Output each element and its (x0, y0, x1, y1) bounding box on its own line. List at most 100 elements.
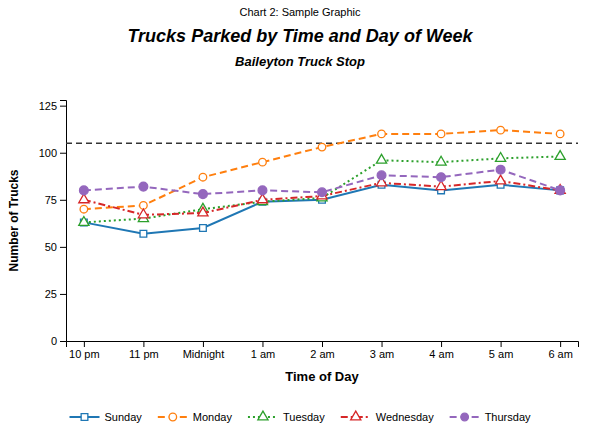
series-marker (199, 173, 207, 181)
series-marker (376, 154, 386, 163)
subtitle: Baileyton Truck Stop (235, 54, 365, 69)
x-tick: 2 am (310, 341, 334, 360)
x-tick: 4 am (429, 341, 453, 360)
legend-label: Monday (193, 411, 233, 423)
legend-item: Thursday (450, 411, 531, 423)
y-tick: 100 (39, 147, 66, 159)
y-tick-label: 0 (51, 335, 57, 347)
series-marker (318, 143, 326, 151)
series-marker (496, 165, 505, 174)
x-tick-mark (262, 341, 263, 347)
y-tick-mark (60, 247, 66, 248)
x-tick-label: 11 pm (129, 348, 159, 360)
legend-label: Sunday (105, 411, 143, 423)
legend-item: Wednesday (341, 411, 434, 423)
x-axis: 10 pm 11 pm Midnight 1 am 2 am 3 am 4 am 5 am 6 … (67, 341, 579, 360)
x-tick-label: 3 am (370, 348, 394, 360)
x-tick-mark (382, 341, 383, 347)
series-marker (496, 175, 506, 184)
y-tick-mark (60, 106, 66, 107)
x-tick-label: Midnight (183, 348, 225, 360)
header: Chart 2: Sample Graphic (239, 6, 361, 18)
legend-item: Tuesday (248, 411, 325, 423)
series-marker (80, 205, 88, 213)
y-tick: 125 (39, 100, 66, 112)
series-marker (497, 126, 505, 134)
series-marker (198, 207, 208, 216)
y-tick-label: 75 (45, 194, 57, 206)
x-tick: 6 am (548, 341, 572, 360)
chart: Chart 2: Sample GraphicTrucks Parked by … (0, 0, 600, 433)
x-tick-label: 6 am (548, 348, 572, 360)
legend: Sunday Monday Tuesday Wednesday Thursday (70, 411, 531, 423)
x-tick: 1 am (251, 341, 275, 360)
legend-label: Wednesday (376, 411, 434, 423)
legend-marker (258, 411, 268, 420)
legend-label: Tuesday (283, 411, 325, 423)
legend-item: Sunday (70, 411, 143, 423)
series-line (84, 185, 560, 234)
series-line (84, 156, 560, 222)
legend-marker (461, 413, 469, 421)
series-line (84, 181, 560, 215)
series-line (84, 130, 560, 209)
y-tick: 50 (45, 241, 66, 253)
series-marker (556, 186, 565, 195)
x-tick: 3 am (370, 341, 394, 360)
y-tick-mark (60, 200, 66, 201)
y-tick-mark (60, 341, 66, 342)
y-axis: 0 25 50 75 100 125 (39, 100, 67, 347)
x-tick-mark (501, 341, 502, 347)
series-marker (318, 188, 327, 197)
series-marker (378, 130, 386, 138)
y-axis-line (60, 101, 67, 342)
series-marker (79, 216, 89, 225)
series-marker (437, 173, 446, 182)
series-marker (437, 130, 445, 138)
x-tick-mark (203, 341, 204, 347)
x-tick-mark (322, 341, 323, 347)
legend-marker (351, 411, 361, 420)
x-tick-label: 1 am (251, 348, 275, 360)
legend-item: Monday (158, 411, 233, 423)
x-tick: Midnight (183, 341, 225, 360)
legend-label: Thursday (485, 411, 531, 423)
series-marker (139, 182, 148, 191)
x-axis-line (67, 342, 579, 348)
y-tick-label: 50 (45, 241, 57, 253)
y-axis-title: Number of Trucks (7, 169, 21, 271)
y-tick-label: 100 (39, 147, 57, 159)
legend-marker (81, 414, 88, 421)
legend-marker (169, 413, 177, 421)
y-tick: 25 (45, 288, 66, 300)
marks (66, 126, 578, 237)
series-marker (140, 230, 147, 237)
x-tick-mark (560, 341, 561, 347)
series-marker (556, 130, 564, 138)
x-tick-label: 2 am (310, 348, 334, 360)
series-marker (259, 158, 267, 166)
x-tick-label: 10 pm (69, 348, 100, 360)
y-tick-label: 125 (39, 100, 57, 112)
plot: 10 pm 11 pm Midnight 1 am 2 am 3 am 4 am 5 am 6 … (39, 100, 579, 360)
series-marker (79, 186, 88, 195)
series-marker (258, 186, 267, 195)
x-tick: 10 pm (69, 341, 100, 360)
series-marker (200, 225, 207, 232)
x-tick-mark (143, 341, 144, 347)
x-tick-mark (84, 341, 85, 347)
series-marker (199, 190, 208, 199)
series-marker (377, 171, 386, 180)
x-tick-label: 4 am (429, 348, 453, 360)
y-tick: 0 (51, 335, 66, 347)
x-tick-mark (441, 341, 442, 347)
series-marker (555, 151, 565, 160)
x-tick: 11 pm (129, 341, 159, 360)
series-marker (496, 152, 506, 161)
x-tick: 5 am (489, 341, 513, 360)
series-marker (138, 209, 148, 218)
y-tick: 75 (45, 194, 66, 206)
x-tick-label: 5 am (489, 348, 513, 360)
series-marker (436, 156, 446, 165)
y-tick-mark (60, 153, 66, 154)
